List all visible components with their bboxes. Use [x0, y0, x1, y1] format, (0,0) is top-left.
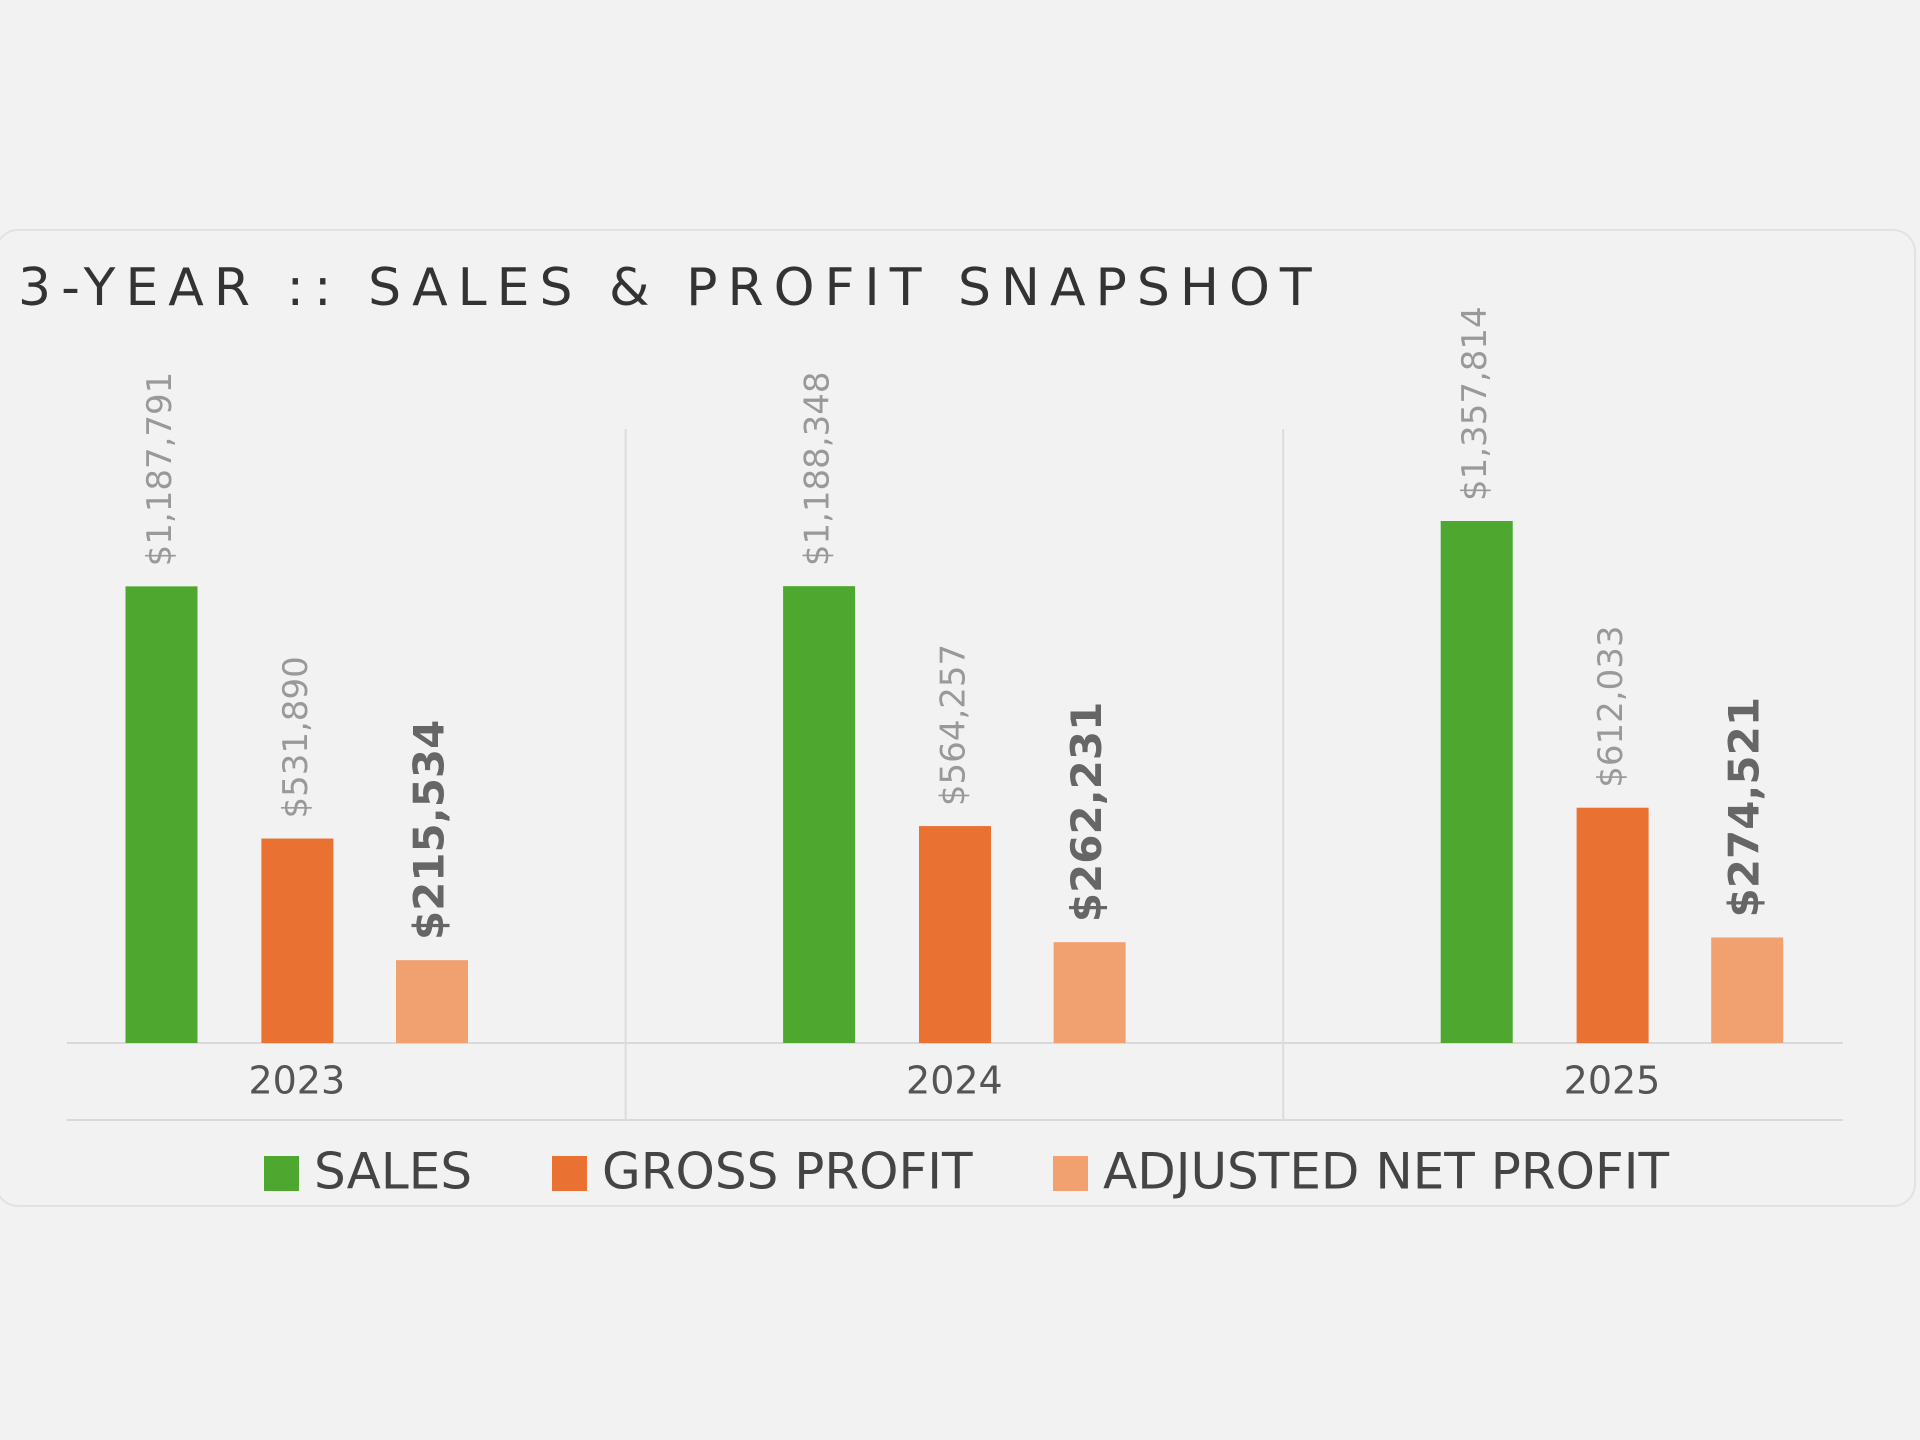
bar: [1711, 937, 1784, 1043]
legend-label: GROSS PROFIT: [602, 1143, 973, 1201]
bar: [919, 826, 991, 1043]
chart-title: 3-YEAR :: SALES & PROFIT SNAPSHOT: [18, 258, 1322, 318]
value-label: $612,033: [1591, 625, 1631, 787]
value-label: $274,521: [1720, 697, 1769, 918]
value-label: $215,534: [405, 720, 454, 941]
x-tick-label: 2024: [906, 1059, 1003, 1103]
value-label: $1,187,791: [140, 372, 180, 567]
bar: [1576, 807, 1649, 1043]
bar: [396, 960, 468, 1043]
value-label: $262,231: [1062, 702, 1111, 923]
bar: [261, 838, 334, 1043]
value-label: $1,357,814: [1455, 306, 1495, 501]
bar: [125, 586, 198, 1043]
value-label: $1,188,348: [798, 371, 838, 566]
value-label: $564,257: [934, 644, 974, 806]
bar: [1053, 942, 1126, 1043]
legend-label: ADJUSTED NET PROFIT: [1103, 1143, 1669, 1201]
x-tick-label: 2023: [248, 1059, 345, 1103]
value-label: $531,890: [276, 656, 316, 818]
card: [0, 229, 1916, 1207]
bar: [1440, 521, 1513, 1043]
legend-label: SALES: [314, 1143, 472, 1201]
x-tick-label: 2025: [1564, 1059, 1661, 1103]
legend-swatch: [264, 1156, 299, 1191]
legend-swatch: [552, 1156, 587, 1191]
legend-swatch: [1053, 1156, 1088, 1191]
bar: [783, 586, 856, 1043]
